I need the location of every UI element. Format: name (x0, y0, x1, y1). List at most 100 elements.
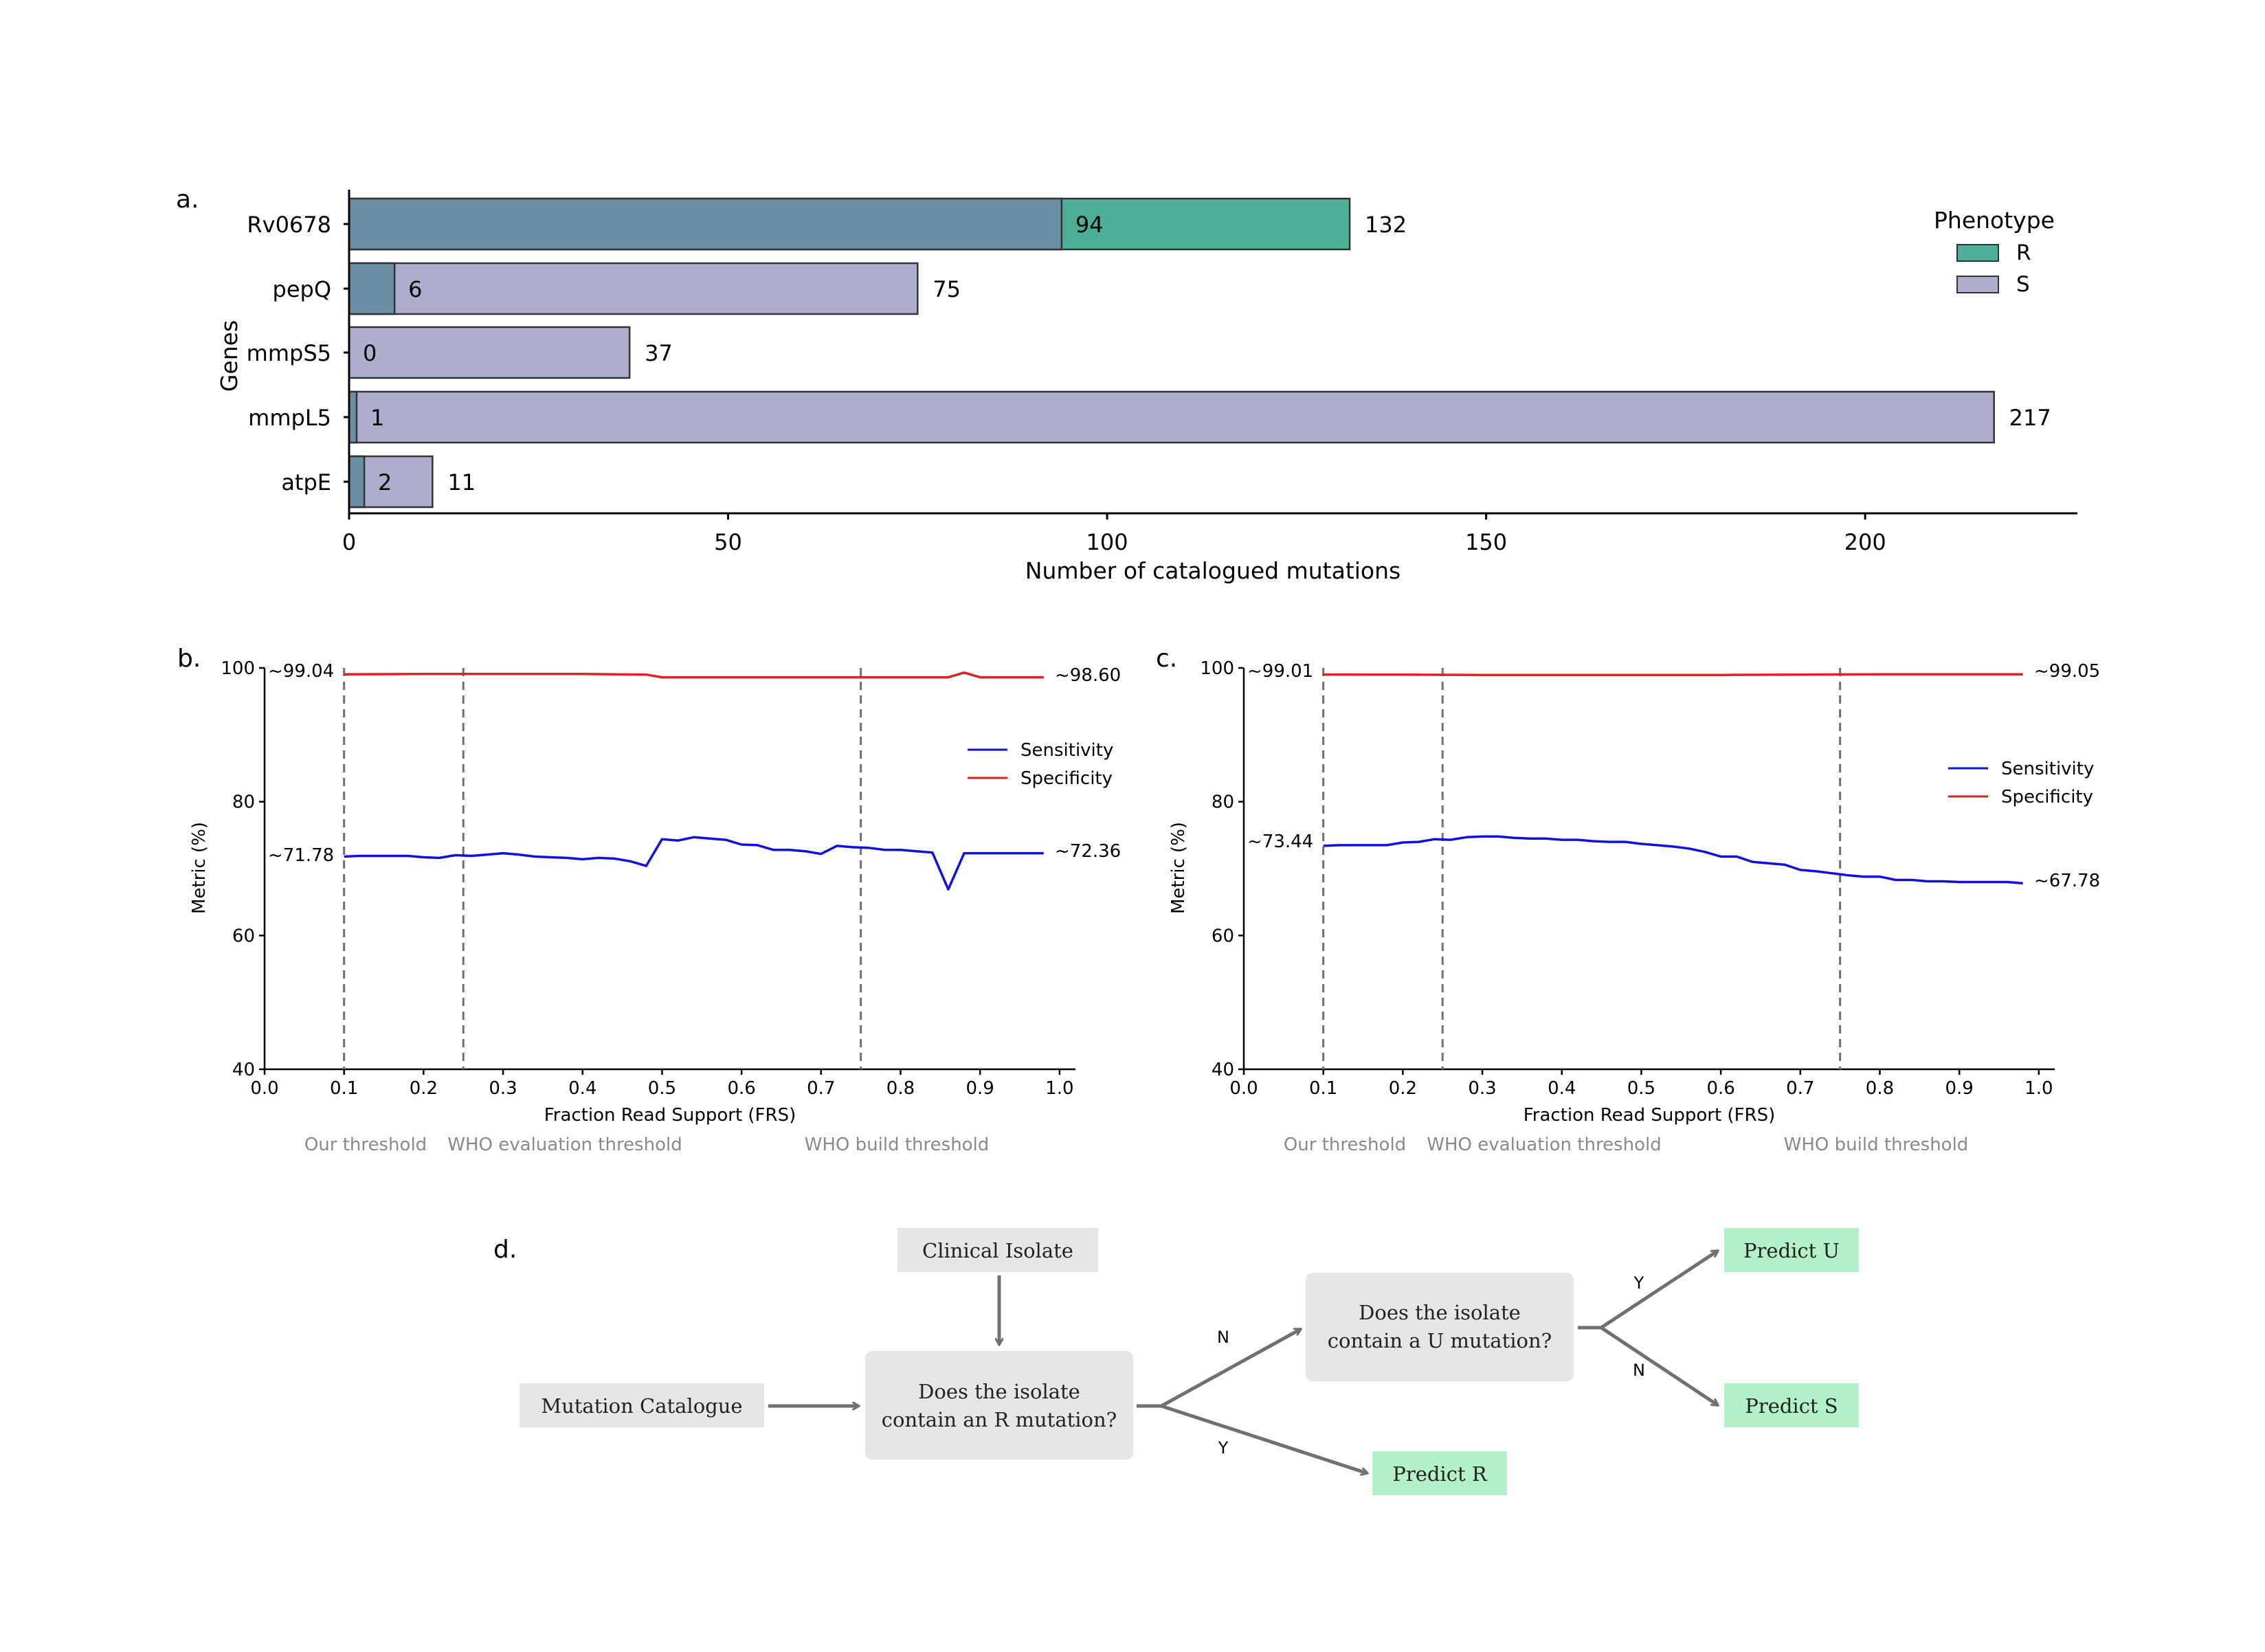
panel-b-start-label-sens: ~71.78 (268, 845, 334, 866)
bar-label-inner-Rv0678: 94 (1075, 212, 1104, 238)
panel-c-threshold-label-who-eval: WHO evaluation threshold (1427, 1135, 1661, 1155)
category-label-atpE: atpE (281, 469, 331, 495)
y-tick-label: 80 (1212, 792, 1234, 813)
panel-b-legend-sens-label: Sensitivity (1020, 740, 1113, 761)
y-tick-label: 100 (1200, 658, 1234, 679)
node-predict-s-label: Predict S (1745, 1394, 1838, 1418)
panel-b-x-axis-label: Fraction Read Support (FRS) (544, 1105, 796, 1126)
node-question-r-line1: Does the isolate (918, 1380, 1080, 1403)
panel-c-line-chart: c. 40 60 80 100 0.0 0.1 0.2 0.3 0.4 0.5 0.6 0.7 0.8 0… (1156, 645, 2100, 1155)
bar-label-outer-mmpS5: 37 (645, 340, 673, 366)
panel-a-bars: 94 132 6 75 0 37 1 217 2 11 (348, 197, 2051, 509)
panel-b-threshold-label-who-build: WHO build threshold (805, 1135, 990, 1155)
node-question-u-line2: contain a U mutation? (1328, 1329, 1552, 1352)
category-label-pepQ: pepQ (273, 276, 332, 302)
y-tick-label: 80 (232, 792, 255, 813)
legend-swatch-r (1956, 244, 1999, 262)
node-predict-r: Predict R (1372, 1451, 1507, 1495)
panel-b-legend: Sensitivity Specificity (968, 740, 1113, 789)
legend-swatch-s (1956, 276, 1999, 293)
bar-label-inner-pepQ: 6 (408, 276, 422, 302)
panel-a-y-axis-label: Genes (216, 320, 243, 392)
y-tick-label: 60 (1212, 926, 1234, 946)
panel-b-line-chart: b. 40 60 80 100 0.0 0.1 0.2 0.3 0.4 0.5 0.6 0.7 0.8 0… (177, 645, 1121, 1155)
bar-Rv0678-s (348, 197, 1063, 251)
category-label-mmpL5: mmpL5 (248, 405, 331, 431)
node-predict-u-label: Predict U (1743, 1239, 1840, 1262)
node-question-r-line2: contain an R mutation? (882, 1408, 1117, 1431)
edge-label-u-yes: Y (1633, 1273, 1644, 1293)
panel-b-start-label-spec: ~99.04 (268, 661, 334, 682)
x-tick-label: 0.1 (330, 1078, 358, 1099)
x-tick-label: 0.0 (1229, 1078, 1258, 1099)
panel-b-threshold-label-our: Our threshold (304, 1135, 427, 1155)
bar-pepQ-s (348, 262, 919, 315)
bar-label-inner-mmpL5: 1 (370, 405, 384, 431)
legend-title: Phenotype (1934, 207, 2055, 234)
panel-b-threshold-label-who-eval: WHO evaluation threshold (447, 1135, 682, 1155)
node-predict-r-label: Predict R (1392, 1462, 1487, 1486)
x-tick-label: 1.0 (1045, 1078, 1073, 1099)
panel-a-legend: Phenotype R S (1934, 207, 2055, 297)
node-predict-u: Predict U (1724, 1228, 1859, 1272)
panel-b-y-axis-label: Metric (%) (189, 822, 210, 914)
x-tick-label: 0.7 (807, 1078, 835, 1099)
node-question-u: Does the isolate contain a U mutation? (1306, 1273, 1574, 1381)
x-tick-label: 0.7 (1786, 1078, 1814, 1099)
series-line-sensitivity (1323, 835, 2023, 885)
y-tick-label: 40 (1212, 1060, 1234, 1080)
panel-c-label: c. (1156, 645, 1177, 673)
y-tick-label: 40 (232, 1060, 255, 1080)
x-tick-label: 0.1 (1309, 1078, 1337, 1099)
series-line-specificity (344, 671, 1044, 679)
panel-b-plot: 40 60 80 100 0.0 0.1 0.2 0.3 0.4 0.5 0.6 0.7 0.8 0.9 1… (221, 658, 1075, 1099)
x-tick-label: 0.3 (1468, 1078, 1496, 1099)
bar-mmpL5-overlap (348, 390, 358, 444)
category-label-Rv0678: Rv0678 (247, 212, 331, 238)
y-tick-label: 100 (221, 658, 255, 679)
panel-c-legend-spec-label: Specificity (2001, 787, 2093, 807)
panel-c-x-axis-label: Fraction Read Support (FRS) (1524, 1105, 1776, 1126)
x-tick-label: 0 (342, 529, 356, 555)
node-question-r: Does the isolate contain an R mutation? (865, 1351, 1133, 1460)
y-tick-label: 60 (232, 926, 255, 946)
x-tick-label: 200 (1844, 529, 1886, 555)
bar-label-outer-Rv0678: 132 (1365, 212, 1407, 238)
bar-mmpS5-s (348, 326, 631, 379)
arrow-u-yes-to-predict-u (1600, 1249, 1718, 1330)
bar-label-inner-mmpS5: 0 (363, 340, 377, 366)
arrow-u-no-to-predict-s (1600, 1326, 1718, 1407)
x-tick-label: 1.0 (2024, 1078, 2053, 1099)
x-tick-label: 0.9 (966, 1078, 994, 1099)
panel-c-start-label-sens: ~73.44 (1247, 831, 1313, 852)
arrow-r-yes-to-predict-r (1161, 1404, 1368, 1473)
x-tick-label: 0.4 (1548, 1078, 1576, 1099)
bar-label-outer-pepQ: 75 (933, 276, 961, 302)
panel-c-end-label-spec: ~99.05 (2034, 661, 2100, 682)
edge-label-r-yes: Y (1218, 1438, 1229, 1458)
x-tick-label: 0.2 (410, 1078, 438, 1099)
node-clinical-isolate-label: Clinical Isolate (922, 1239, 1073, 1262)
category-label-mmpS5: mmpS5 (247, 340, 331, 366)
bar-label-outer-atpE: 11 (447, 469, 476, 495)
x-tick-label: 0.8 (1866, 1078, 1894, 1099)
x-tick-label: 0.2 (1389, 1078, 1417, 1099)
x-tick-label: 0.0 (250, 1078, 278, 1099)
edge-label-r-no: N (1217, 1328, 1229, 1347)
x-tick-label: 0.5 (1627, 1078, 1655, 1099)
legend-label-r: R (2016, 241, 2031, 265)
panel-a-bar-chart: a. 94 132 6 75 0 37 1 217 2 11 0 50 100 150 200 Rv067… (176, 186, 2077, 584)
x-tick-label: 0.9 (1945, 1078, 1973, 1099)
panel-a-x-ticks: 0 50 100 150 200 (342, 513, 1886, 555)
edge-label-u-no: N (1633, 1361, 1645, 1380)
x-tick-label: 0.4 (568, 1078, 596, 1099)
x-tick-label: 50 (714, 529, 742, 555)
panel-d-label: d. (493, 1236, 517, 1264)
panel-b-label: b. (177, 645, 201, 673)
node-predict-s: Predict S (1724, 1383, 1859, 1427)
node-question-u-line1: Does the isolate (1359, 1301, 1521, 1324)
x-tick-label: 0.8 (886, 1078, 915, 1099)
panel-b-legend-spec-label: Specificity (1020, 768, 1113, 789)
arrow-r-no-to-u (1160, 1327, 1301, 1408)
panel-c-start-label-spec: ~99.01 (1247, 661, 1313, 682)
